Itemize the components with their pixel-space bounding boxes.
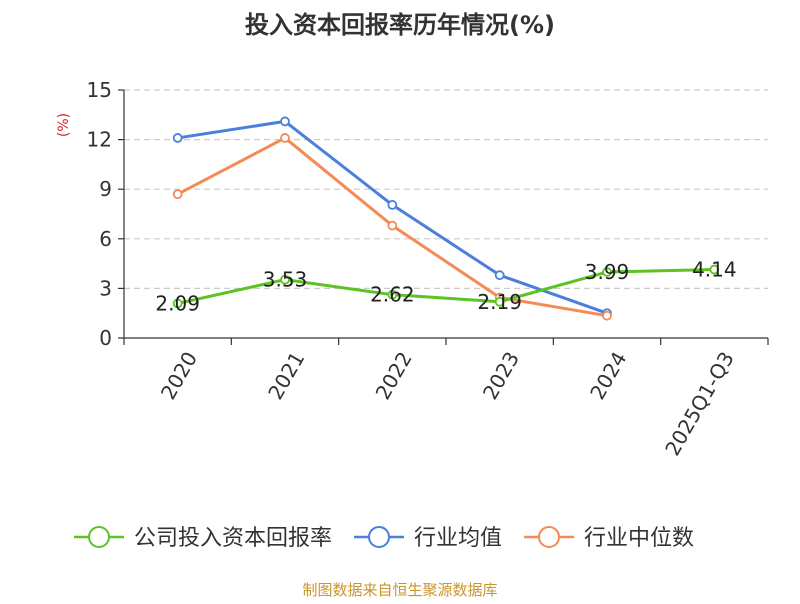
- data-point: [172, 189, 183, 200]
- series-line: [177, 268, 715, 305]
- data-point: [602, 267, 612, 277]
- data-label: 2.62: [370, 283, 415, 307]
- data-label: 3.53: [263, 268, 308, 292]
- y-tick-label: 15: [87, 78, 112, 102]
- data-label: 2.09: [155, 291, 200, 315]
- legend-swatch-marker: [368, 526, 391, 548]
- x-tick-label: 2024: [585, 348, 631, 404]
- data-label: 4.14: [692, 258, 737, 282]
- data-label: 2.19: [477, 290, 522, 314]
- legend-label: 公司投入资本回报率: [134, 526, 332, 551]
- series-layer: [172, 116, 720, 321]
- legend-swatch-marker: [538, 526, 561, 548]
- data-point: [387, 289, 398, 300]
- x-tick-label: 2025Q1-Q3: [660, 348, 739, 460]
- legend-label: 行业均值: [414, 526, 502, 551]
- y-tick-label: 12: [87, 128, 112, 152]
- y-axis-label: (%): [56, 113, 72, 137]
- chart-title: 投入资本回报率历年情况(%): [245, 11, 555, 39]
- data-point: [172, 298, 183, 309]
- data-point: [494, 296, 505, 307]
- data-point: [494, 270, 505, 281]
- x-tick-label: 2021: [263, 348, 309, 404]
- x-tick-label: 2023: [478, 347, 524, 403]
- x-tick-label: 2020: [156, 348, 202, 404]
- label-layer: 2.09 3.53 2.62 2.19 3.99 4.14: [155, 258, 736, 316]
- data-point: [709, 264, 720, 275]
- data-point: [387, 220, 398, 231]
- legend-label: 行业中位数: [584, 526, 694, 551]
- legend-swatch-marker: [88, 526, 110, 548]
- data-point: [602, 310, 612, 321]
- data-point: [387, 200, 398, 210]
- data-point: [280, 274, 290, 285]
- y-tick-label: 9: [99, 177, 112, 201]
- y-tick-label: 0: [99, 326, 112, 350]
- y-tick-label: 6: [99, 227, 112, 251]
- y-tick-label: 3: [99, 276, 112, 300]
- data-point: [280, 116, 290, 127]
- legend: 公司投入资本回报率 行业均值 行业中位数: [74, 526, 694, 551]
- data-label: 3.99: [585, 260, 630, 284]
- source-note: 制图数据来自恒生聚源数据库: [302, 581, 497, 599]
- grid-layer: [124, 89, 768, 289]
- x-tick-label: 2022: [371, 348, 417, 404]
- data-point: [172, 133, 183, 143]
- data-point: [280, 133, 290, 143]
